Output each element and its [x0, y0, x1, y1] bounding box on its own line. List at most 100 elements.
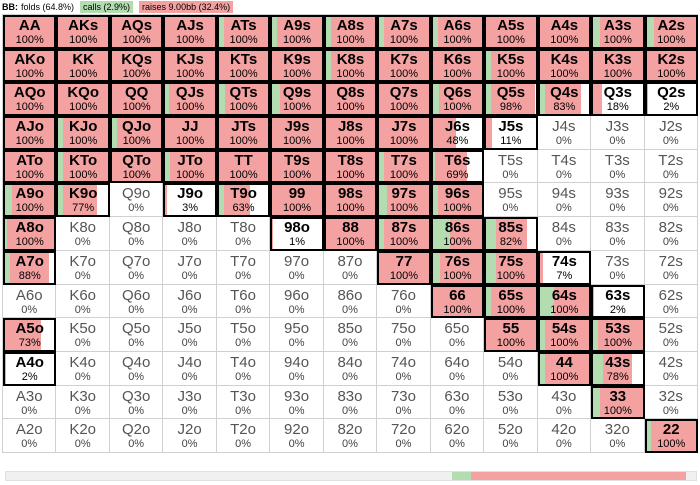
hand-cell[interactable]: KTs 100%	[216, 48, 271, 83]
hand-cell[interactable]: T6s 69%	[430, 149, 485, 184]
hand-cell[interactable]: T9s 100%	[270, 149, 324, 184]
hand-cell[interactable]: 86o 0%	[323, 284, 378, 319]
hand-cell[interactable]: 53s 100%	[591, 318, 645, 352]
hand-cell[interactable]: K5s 100%	[484, 48, 538, 83]
hand-cell[interactable]: T6o 0%	[216, 284, 271, 319]
hand-cell[interactable]: 87o 0%	[323, 250, 378, 285]
hand-cell[interactable]: 94s 0%	[537, 183, 592, 218]
hand-cell[interactable]: K4s 100%	[537, 48, 592, 83]
hand-cell[interactable]: Q3s 18%	[591, 82, 645, 117]
hand-cell[interactable]: 82o 0%	[323, 419, 378, 453]
hand-cell[interactable]: J4s 0%	[537, 116, 592, 150]
hand-cell[interactable]: 83o 0%	[323, 385, 378, 420]
hand-cell[interactable]: 73s 0%	[591, 250, 645, 285]
hand-cell[interactable]: ATs 100%	[216, 15, 271, 49]
hand-cell[interactable]: K3o 0%	[56, 385, 110, 420]
hand-cell[interactable]: T9o 63%	[216, 183, 271, 218]
hand-cell[interactable]: Q3o 0%	[109, 385, 164, 420]
hand-cell[interactable]: 64s 100%	[537, 284, 592, 319]
hand-cell[interactable]: Q6o 0%	[109, 284, 164, 319]
hand-cell[interactable]: Q9s 100%	[270, 82, 324, 117]
hand-cell[interactable]: J3s 0%	[591, 116, 645, 150]
raises-legend[interactable]: raises 9.00bb (32.4%)	[139, 1, 234, 13]
hand-cell[interactable]: K2s 100%	[644, 48, 698, 83]
hand-cell[interactable]: AJo 100%	[3, 116, 57, 150]
hand-cell[interactable]: 43s 78%	[591, 351, 645, 386]
hand-cell[interactable]: A5s 100%	[484, 15, 538, 49]
hand-cell[interactable]: 99 100%	[270, 183, 324, 218]
hand-cell[interactable]: 87s 100%	[377, 217, 431, 251]
hand-cell[interactable]: KK 100%	[56, 48, 110, 83]
hand-cell[interactable]: 97s 100%	[377, 183, 431, 218]
hand-cell[interactable]: Q5o 0%	[109, 318, 164, 352]
hand-cell[interactable]: 63o 0%	[430, 385, 485, 420]
hand-cell[interactable]: 52o 0%	[484, 419, 538, 453]
hand-cell[interactable]: 98s 100%	[323, 183, 378, 218]
hand-cell[interactable]: KQo 100%	[56, 82, 110, 117]
hand-cell[interactable]: KQs 100%	[109, 48, 164, 83]
hand-cell[interactable]: 32s 0%	[644, 385, 698, 420]
hand-cell[interactable]: A2o 0%	[3, 419, 57, 453]
hand-cell[interactable]: J6s 48%	[430, 116, 485, 150]
hand-cell[interactable]: 94o 0%	[270, 351, 324, 386]
hand-cell[interactable]: 42s 0%	[644, 351, 698, 386]
hand-cell[interactable]: A6o 0%	[3, 284, 57, 319]
hand-cell[interactable]: 62o 0%	[430, 419, 485, 453]
hand-cell[interactable]: QTs 100%	[216, 82, 271, 117]
hand-cell[interactable]: 62s 0%	[644, 284, 698, 319]
hand-cell[interactable]: 93s 0%	[591, 183, 645, 218]
hand-cell[interactable]: 64o 0%	[430, 351, 485, 386]
hand-cell[interactable]: A7s 100%	[377, 15, 431, 49]
hand-cell[interactable]: T4s 0%	[537, 149, 592, 184]
hand-cell[interactable]: 88 100%	[323, 217, 378, 251]
hand-cell[interactable]: 85s 82%	[484, 217, 538, 251]
hand-cell[interactable]: A4s 100%	[537, 15, 592, 49]
hand-cell[interactable]: J2s 0%	[644, 116, 698, 150]
hand-cell[interactable]: 84s 0%	[537, 217, 592, 251]
hand-cell[interactable]: J8o 0%	[163, 217, 217, 251]
hand-cell[interactable]: K4o 0%	[56, 351, 110, 386]
hand-cell[interactable]: J5s 11%	[484, 116, 538, 150]
hand-cell[interactable]: A8s 100%	[323, 15, 378, 49]
hand-cell[interactable]: J6o 0%	[163, 284, 217, 319]
hand-cell[interactable]: K7o 0%	[56, 250, 110, 285]
hand-cell[interactable]: QQ 100%	[109, 82, 164, 117]
hand-cell[interactable]: Q2s 2%	[644, 82, 698, 117]
hand-cell[interactable]: 65o 0%	[430, 318, 485, 352]
hand-cell[interactable]: 95o 0%	[270, 318, 324, 352]
hand-cell[interactable]: J3o 0%	[163, 385, 217, 420]
hand-cell[interactable]: Q4o 0%	[109, 351, 164, 386]
hand-cell[interactable]: T3o 0%	[216, 385, 271, 420]
hand-cell[interactable]: A4o 2%	[3, 351, 57, 386]
hand-cell[interactable]: Q4s 83%	[537, 82, 592, 117]
hand-cell[interactable]: Q7s 100%	[377, 82, 431, 117]
hand-cell[interactable]: 95s 0%	[484, 183, 538, 218]
hand-cell[interactable]: K5o 0%	[56, 318, 110, 352]
hand-cell[interactable]: T5s 0%	[484, 149, 538, 184]
hand-cell[interactable]: A7o 88%	[3, 250, 57, 285]
hand-cell[interactable]: QJs 100%	[163, 82, 217, 117]
hand-cell[interactable]: AJs 100%	[163, 15, 217, 49]
hand-cell[interactable]: 75s 100%	[484, 250, 538, 285]
hand-cell[interactable]: KJo 100%	[56, 116, 110, 150]
hand-cell[interactable]: 43o 0%	[537, 385, 592, 420]
hand-cell[interactable]: 52s 0%	[644, 318, 698, 352]
hand-cell[interactable]: 98o 1%	[270, 217, 324, 251]
hand-cell[interactable]: 86s 100%	[430, 217, 485, 251]
hand-cell[interactable]: Q8o 0%	[109, 217, 164, 251]
hand-cell[interactable]: K8o 0%	[56, 217, 110, 251]
hand-cell[interactable]: Q8s 100%	[323, 82, 378, 117]
hand-cell[interactable]: Q2o 0%	[109, 419, 164, 453]
hand-cell[interactable]: K9s 100%	[270, 48, 324, 83]
hand-cell[interactable]: 74s 7%	[537, 250, 592, 285]
hand-cell[interactable]: 92s 0%	[644, 183, 698, 218]
hand-cell[interactable]: Q7o 0%	[109, 250, 164, 285]
hand-cell[interactable]: 55 100%	[484, 318, 538, 352]
hand-cell[interactable]: 53o 0%	[484, 385, 538, 420]
hand-cell[interactable]: JJ 100%	[163, 116, 217, 150]
hand-cell[interactable]: J4o 0%	[163, 351, 217, 386]
hand-cell[interactable]: A3o 0%	[3, 385, 57, 420]
hand-cell[interactable]: K3s 100%	[591, 48, 645, 83]
hand-cell[interactable]: K7s 100%	[377, 48, 431, 83]
hand-cell[interactable]: A9o 100%	[3, 183, 57, 218]
